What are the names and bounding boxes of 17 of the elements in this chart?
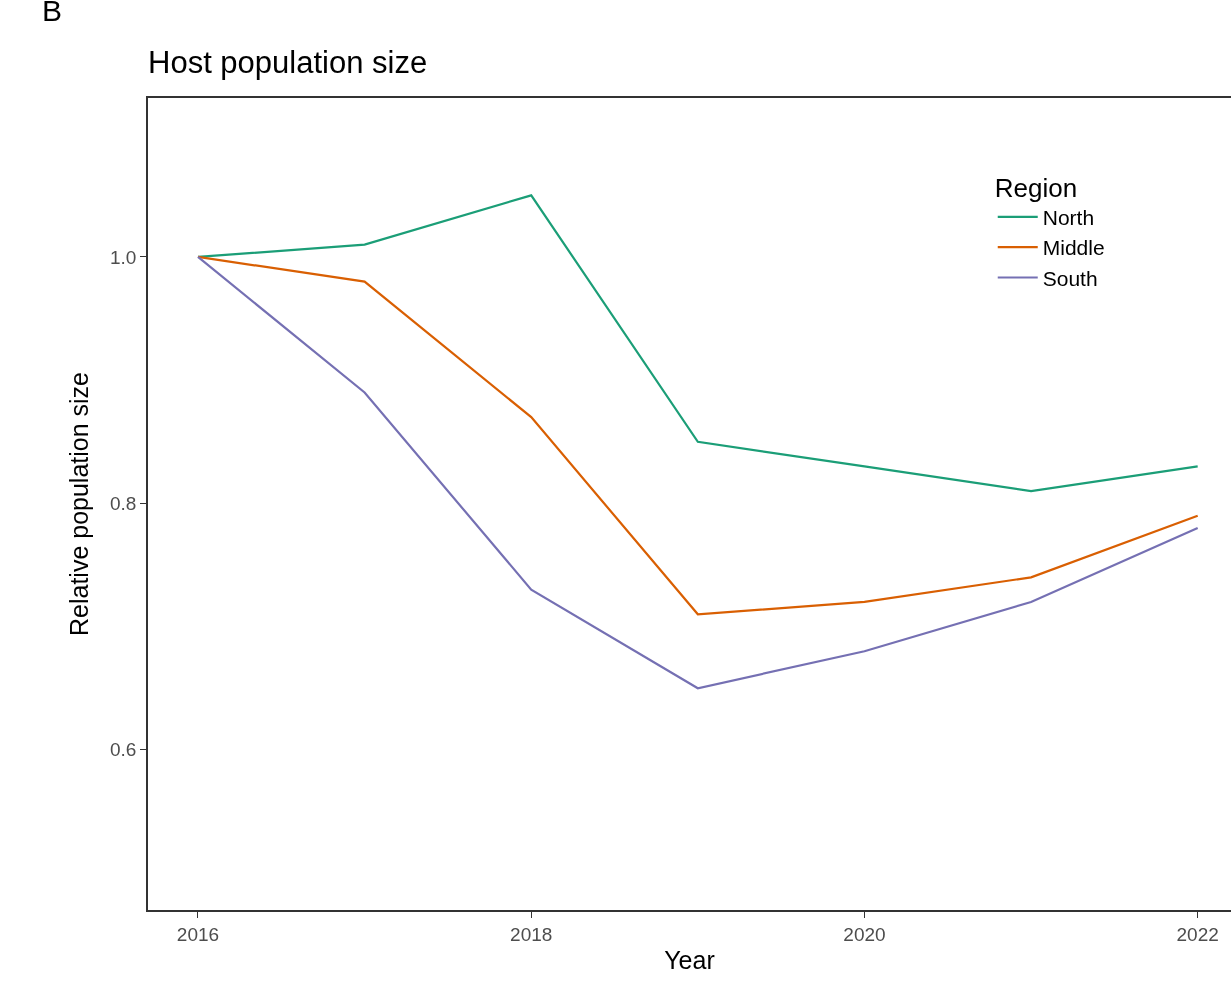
legend-title: Region bbox=[994, 172, 1078, 203]
line-series bbox=[196, 255, 1199, 690]
legend-label: Middle bbox=[1042, 236, 1105, 260]
line-series bbox=[196, 255, 1199, 616]
x-tick-label: 2022 bbox=[1176, 923, 1219, 945]
y-tick-label: 0.6 bbox=[110, 739, 137, 761]
x-axis-title: Year bbox=[664, 946, 715, 975]
chart-title: Host population size bbox=[148, 44, 428, 80]
x-tick-label: 2020 bbox=[843, 923, 886, 945]
text: B bbox=[42, 0, 63, 27]
x-tick-label: 2018 bbox=[510, 923, 553, 945]
x-tick-label: 2016 bbox=[176, 923, 220, 945]
y-tick-label: 1.0 bbox=[110, 246, 137, 268]
y-axis-title: Relative population size bbox=[65, 371, 94, 637]
y-tick-label: 0.8 bbox=[110, 493, 137, 515]
legend-label: South bbox=[1042, 266, 1098, 290]
legend-label: North bbox=[1042, 206, 1095, 230]
